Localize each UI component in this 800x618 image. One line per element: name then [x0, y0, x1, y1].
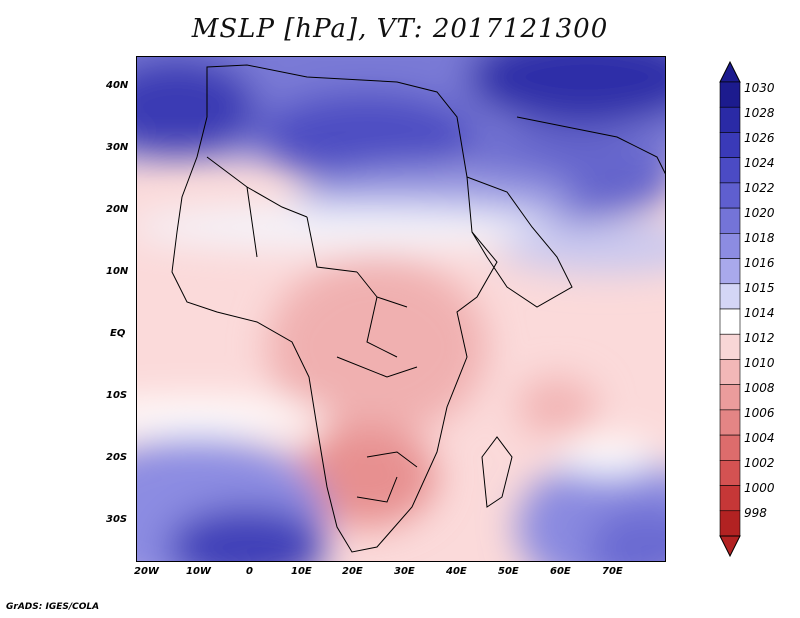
mslp-map-panel [136, 56, 666, 562]
lon-label-10w: 10W [186, 566, 211, 577]
footer-credit: GrADS: IGES/COLA [6, 602, 100, 612]
map-title: MSLP [hPa], VT: 2017121300 [191, 14, 609, 44]
lat-label-10s: 10S [106, 390, 128, 401]
lon-label-40e: 40E [446, 566, 467, 577]
lat-label-eq: EQ [110, 328, 126, 339]
colorbar-label-1024: 1024 [744, 156, 775, 170]
colorbar-cell [719, 434, 741, 461]
lat-label-40n: 40N [106, 80, 129, 91]
colorbar-cell [719, 333, 741, 360]
lat-label-30n: 30N [106, 142, 129, 153]
colorbar-cell [719, 384, 741, 411]
lat-label-20n: 20N [106, 204, 129, 215]
colorbar-label-1006: 1006 [744, 406, 775, 420]
colorbar-cell [719, 157, 741, 184]
colorbar-cell [719, 485, 741, 512]
colorbar-label-1028: 1028 [744, 106, 775, 120]
colorbar-label-1012: 1012 [744, 331, 775, 345]
lon-label-50e: 50E [498, 566, 519, 577]
colorbar-label-1022: 1022 [744, 181, 775, 195]
lat-label-10n: 10N [106, 266, 129, 277]
colorbar-cell [719, 233, 741, 259]
colorbar-cell [719, 460, 741, 486]
colorbar-label-1000: 1000 [744, 481, 775, 495]
colorbar-cell [719, 182, 741, 209]
lon-label-60e: 60E [550, 566, 571, 577]
colorbar [719, 60, 741, 558]
colorbar-label-1018: 1018 [744, 231, 775, 245]
coastline-outline [171, 64, 665, 553]
colorbar-cell [719, 81, 741, 108]
colorbar-label-1010: 1010 [744, 356, 775, 370]
colorbar-label-998: 998 [744, 506, 767, 520]
lon-label-10e: 10E [291, 566, 312, 577]
colorbar-cell [719, 207, 741, 234]
lon-label-70e: 70E [602, 566, 623, 577]
colorbar-cell [719, 359, 741, 385]
colorbar-cell [719, 409, 741, 436]
colorbar-label-1015: 1015 [744, 281, 775, 295]
colorbar-cell [719, 510, 741, 537]
colorbar-cell [719, 283, 741, 310]
lon-label-20w: 20W [134, 566, 159, 577]
colorbar-label-1030: 1030 [744, 81, 775, 95]
lat-label-30s: 30S [106, 514, 128, 525]
colorbar-cell [719, 106, 741, 133]
lon-label-0: 0 [246, 566, 253, 577]
mslp-field-svg [137, 57, 665, 561]
colorbar-cell [719, 132, 741, 158]
lon-label-20e: 20E [342, 566, 363, 577]
colorbar-cell [719, 258, 741, 285]
colorbar-label-1026: 1026 [744, 131, 775, 145]
colorbar-label-1020: 1020 [744, 206, 775, 220]
lon-label-30e: 30E [394, 566, 415, 577]
colorbar-bottom-arrow [719, 535, 741, 558]
colorbar-cell [719, 308, 741, 335]
colorbar-label-1008: 1008 [744, 381, 775, 395]
lat-label-20s: 20S [106, 452, 128, 463]
colorbar-label-1004: 1004 [744, 431, 775, 445]
colorbar-label-1002: 1002 [744, 456, 775, 470]
colorbar-label-1014: 1014 [744, 306, 775, 320]
colorbar-top-arrow [719, 60, 741, 83]
colorbar-label-1016: 1016 [744, 256, 775, 270]
